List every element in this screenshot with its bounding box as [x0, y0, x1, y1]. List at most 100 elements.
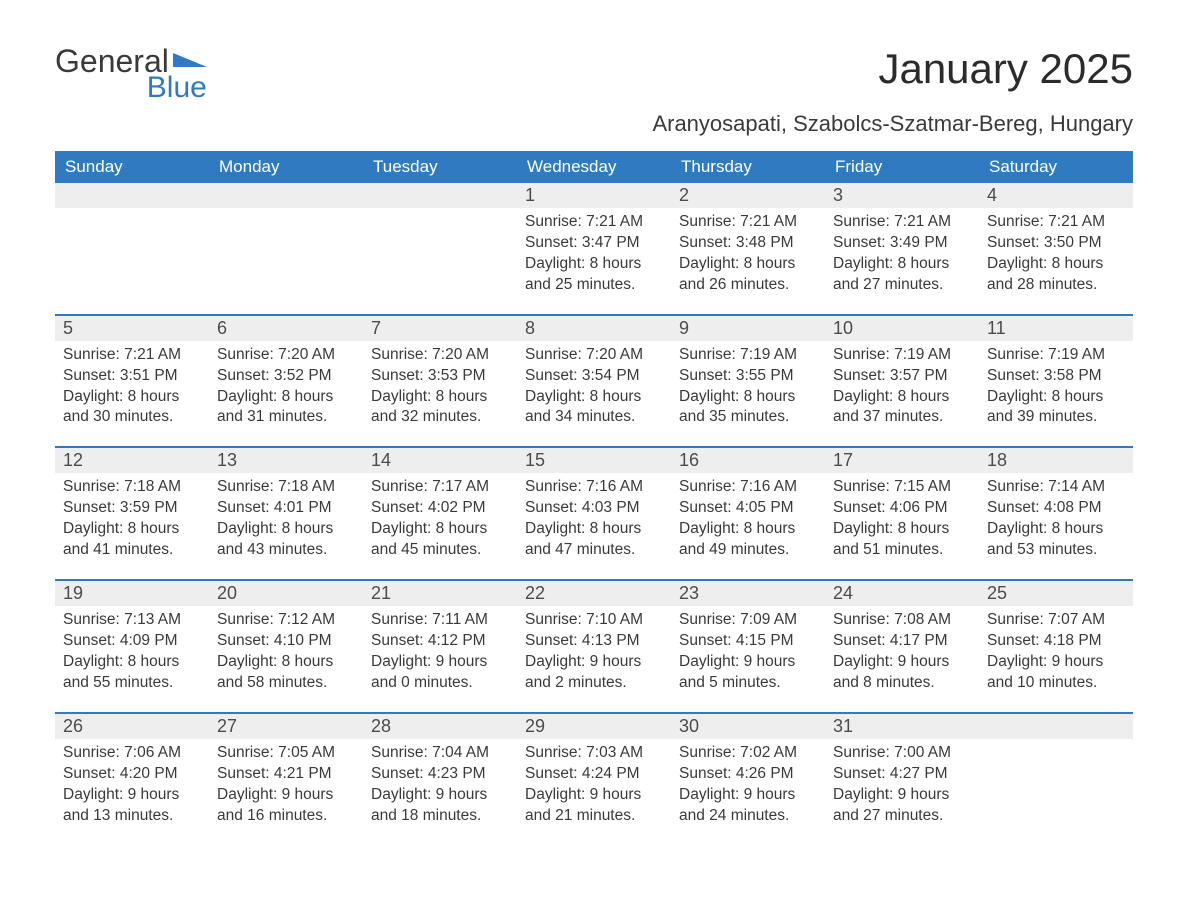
day-content: Sunrise: 7:04 AMSunset: 4:23 PMDaylight:…: [363, 739, 517, 845]
sunrise-line: Sunrise: 7:21 AM: [833, 212, 971, 233]
day-content: Sunrise: 7:10 AMSunset: 4:13 PMDaylight:…: [517, 606, 671, 712]
day-number: [363, 183, 517, 208]
calendar-cell: 12Sunrise: 7:18 AMSunset: 3:59 PMDayligh…: [55, 447, 209, 580]
sunset-line: Sunset: 4:12 PM: [371, 631, 509, 652]
day-content: Sunrise: 7:16 AMSunset: 4:03 PMDaylight:…: [517, 473, 671, 579]
calendar-cell: 26Sunrise: 7:06 AMSunset: 4:20 PMDayligh…: [55, 713, 209, 845]
weekday-header: Saturday: [979, 151, 1133, 183]
calendar-cell: 11Sunrise: 7:19 AMSunset: 3:58 PMDayligh…: [979, 315, 1133, 448]
calendar-cell: 8Sunrise: 7:20 AMSunset: 3:54 PMDaylight…: [517, 315, 671, 448]
calendar-cell: 24Sunrise: 7:08 AMSunset: 4:17 PMDayligh…: [825, 580, 979, 713]
day-content: Sunrise: 7:15 AMSunset: 4:06 PMDaylight:…: [825, 473, 979, 579]
calendar-cell: [363, 183, 517, 315]
day-content: Sunrise: 7:20 AMSunset: 3:54 PMDaylight:…: [517, 341, 671, 447]
sunrise-line: Sunrise: 7:06 AM: [63, 743, 201, 764]
sunset-line: Sunset: 4:20 PM: [63, 764, 201, 785]
calendar-cell: [55, 183, 209, 315]
daylight-line: Daylight: 8 hours and 32 minutes.: [371, 387, 509, 429]
sunrise-line: Sunrise: 7:21 AM: [679, 212, 817, 233]
day-number: 19: [55, 581, 209, 606]
sunset-line: Sunset: 3:59 PM: [63, 498, 201, 519]
calendar-cell: 9Sunrise: 7:19 AMSunset: 3:55 PMDaylight…: [671, 315, 825, 448]
daylight-line: Daylight: 8 hours and 45 minutes.: [371, 519, 509, 561]
daylight-line: Daylight: 8 hours and 34 minutes.: [525, 387, 663, 429]
calendar-cell: 20Sunrise: 7:12 AMSunset: 4:10 PMDayligh…: [209, 580, 363, 713]
sunset-line: Sunset: 4:06 PM: [833, 498, 971, 519]
sunset-line: Sunset: 3:55 PM: [679, 366, 817, 387]
day-content: Sunrise: 7:07 AMSunset: 4:18 PMDaylight:…: [979, 606, 1133, 712]
day-content: Sunrise: 7:11 AMSunset: 4:12 PMDaylight:…: [363, 606, 517, 712]
day-content: Sunrise: 7:21 AMSunset: 3:49 PMDaylight:…: [825, 208, 979, 314]
calendar-cell: 18Sunrise: 7:14 AMSunset: 4:08 PMDayligh…: [979, 447, 1133, 580]
sunrise-line: Sunrise: 7:00 AM: [833, 743, 971, 764]
day-content: Sunrise: 7:13 AMSunset: 4:09 PMDaylight:…: [55, 606, 209, 712]
sunrise-line: Sunrise: 7:19 AM: [833, 345, 971, 366]
day-content: Sunrise: 7:05 AMSunset: 4:21 PMDaylight:…: [209, 739, 363, 845]
calendar-cell: 7Sunrise: 7:20 AMSunset: 3:53 PMDaylight…: [363, 315, 517, 448]
day-content: Sunrise: 7:17 AMSunset: 4:02 PMDaylight:…: [363, 473, 517, 579]
daylight-line: Daylight: 8 hours and 58 minutes.: [217, 652, 355, 694]
calendar-cell: 17Sunrise: 7:15 AMSunset: 4:06 PMDayligh…: [825, 447, 979, 580]
day-number: 15: [517, 448, 671, 473]
brand-triangle-icon: [173, 47, 207, 71]
sunset-line: Sunset: 4:24 PM: [525, 764, 663, 785]
daylight-line: Daylight: 8 hours and 41 minutes.: [63, 519, 201, 561]
daylight-line: Daylight: 9 hours and 18 minutes.: [371, 785, 509, 827]
day-content: Sunrise: 7:09 AMSunset: 4:15 PMDaylight:…: [671, 606, 825, 712]
day-content: Sunrise: 7:21 AMSunset: 3:51 PMDaylight:…: [55, 341, 209, 447]
page-title: January 2025: [652, 45, 1133, 93]
sunset-line: Sunset: 4:09 PM: [63, 631, 201, 652]
calendar-week-row: 12Sunrise: 7:18 AMSunset: 3:59 PMDayligh…: [55, 447, 1133, 580]
calendar-cell: 15Sunrise: 7:16 AMSunset: 4:03 PMDayligh…: [517, 447, 671, 580]
sunset-line: Sunset: 4:08 PM: [987, 498, 1125, 519]
calendar-cell: 27Sunrise: 7:05 AMSunset: 4:21 PMDayligh…: [209, 713, 363, 845]
day-number: 14: [363, 448, 517, 473]
calendar-cell: 23Sunrise: 7:09 AMSunset: 4:15 PMDayligh…: [671, 580, 825, 713]
sunrise-line: Sunrise: 7:07 AM: [987, 610, 1125, 631]
sunset-line: Sunset: 3:49 PM: [833, 233, 971, 254]
daylight-line: Daylight: 8 hours and 27 minutes.: [833, 254, 971, 296]
day-number: 24: [825, 581, 979, 606]
sunrise-line: Sunrise: 7:20 AM: [525, 345, 663, 366]
calendar-cell: 3Sunrise: 7:21 AMSunset: 3:49 PMDaylight…: [825, 183, 979, 315]
sunset-line: Sunset: 3:54 PM: [525, 366, 663, 387]
day-content: Sunrise: 7:19 AMSunset: 3:57 PMDaylight:…: [825, 341, 979, 447]
day-content: Sunrise: 7:06 AMSunset: 4:20 PMDaylight:…: [55, 739, 209, 845]
sunrise-line: Sunrise: 7:15 AM: [833, 477, 971, 498]
sunset-line: Sunset: 4:02 PM: [371, 498, 509, 519]
day-number: 27: [209, 714, 363, 739]
sunrise-line: Sunrise: 7:18 AM: [63, 477, 201, 498]
sunrise-line: Sunrise: 7:21 AM: [525, 212, 663, 233]
day-number: 18: [979, 448, 1133, 473]
daylight-line: Daylight: 8 hours and 47 minutes.: [525, 519, 663, 561]
day-content: Sunrise: 7:21 AMSunset: 3:48 PMDaylight:…: [671, 208, 825, 314]
sunrise-line: Sunrise: 7:19 AM: [987, 345, 1125, 366]
weekday-header: Wednesday: [517, 151, 671, 183]
day-content: Sunrise: 7:21 AMSunset: 3:47 PMDaylight:…: [517, 208, 671, 314]
sunrise-line: Sunrise: 7:13 AM: [63, 610, 201, 631]
daylight-line: Daylight: 8 hours and 55 minutes.: [63, 652, 201, 694]
daylight-line: Daylight: 9 hours and 27 minutes.: [833, 785, 971, 827]
sunrise-line: Sunrise: 7:14 AM: [987, 477, 1125, 498]
day-content: Sunrise: 7:14 AMSunset: 4:08 PMDaylight:…: [979, 473, 1133, 579]
sunset-line: Sunset: 4:01 PM: [217, 498, 355, 519]
day-content: Sunrise: 7:02 AMSunset: 4:26 PMDaylight:…: [671, 739, 825, 845]
day-content: Sunrise: 7:18 AMSunset: 3:59 PMDaylight:…: [55, 473, 209, 579]
sunset-line: Sunset: 3:53 PM: [371, 366, 509, 387]
sunset-line: Sunset: 4:18 PM: [987, 631, 1125, 652]
day-number: 9: [671, 316, 825, 341]
calendar-cell: 31Sunrise: 7:00 AMSunset: 4:27 PMDayligh…: [825, 713, 979, 845]
day-content: Sunrise: 7:18 AMSunset: 4:01 PMDaylight:…: [209, 473, 363, 579]
daylight-line: Daylight: 9 hours and 16 minutes.: [217, 785, 355, 827]
sunrise-line: Sunrise: 7:04 AM: [371, 743, 509, 764]
daylight-line: Daylight: 9 hours and 10 minutes.: [987, 652, 1125, 694]
day-number: 6: [209, 316, 363, 341]
day-content: [363, 208, 517, 303]
day-number: 17: [825, 448, 979, 473]
sunrise-line: Sunrise: 7:03 AM: [525, 743, 663, 764]
daylight-line: Daylight: 9 hours and 24 minutes.: [679, 785, 817, 827]
brand-word2: Blue: [55, 73, 207, 103]
day-number: 7: [363, 316, 517, 341]
day-number: 29: [517, 714, 671, 739]
sunrise-line: Sunrise: 7:17 AM: [371, 477, 509, 498]
